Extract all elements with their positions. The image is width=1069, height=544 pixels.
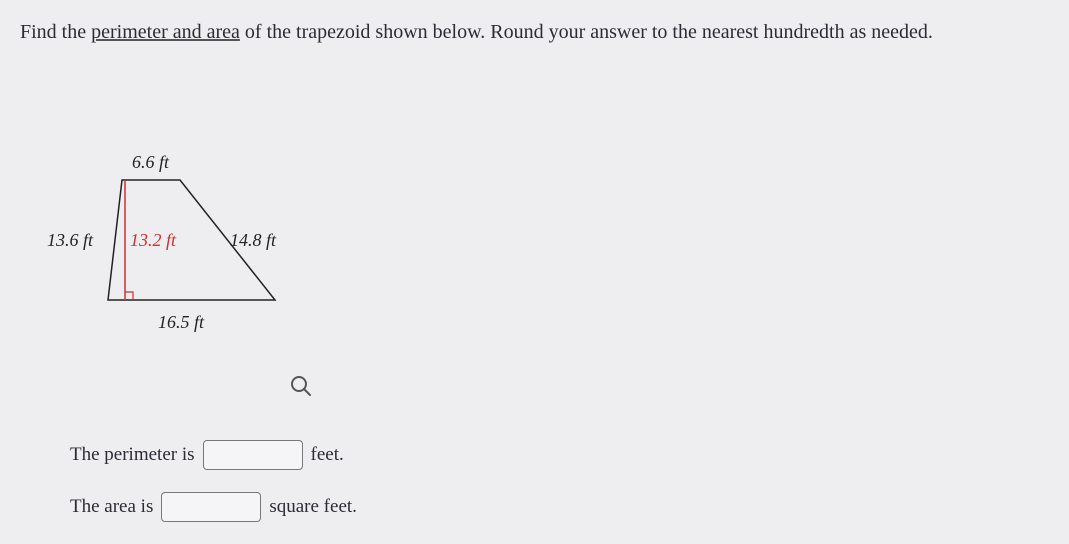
- question-text: Find the perimeter and area of the trape…: [20, 18, 1049, 46]
- answers-block: The perimeter is feet. The area is squar…: [70, 440, 357, 544]
- area-input[interactable]: [161, 492, 261, 522]
- question-after: of the trapezoid shown below. Round your…: [240, 21, 933, 43]
- magnify-icon: [290, 375, 312, 397]
- perimeter-prefix: The perimeter is: [70, 444, 195, 466]
- label-right: 14.8 ft: [230, 230, 276, 251]
- perimeter-row: The perimeter is feet.: [70, 440, 357, 470]
- perimeter-unit: feet.: [311, 444, 344, 466]
- area-unit: square feet.: [269, 496, 357, 518]
- trapezoid-figure: 6.6 ft 13.6 ft 13.2 ft 14.8 ft 16.5 ft: [50, 160, 350, 360]
- question-before: Find the: [20, 21, 91, 43]
- area-prefix: The area is: [70, 496, 153, 518]
- area-row: The area is square feet.: [70, 492, 357, 522]
- label-left: 13.6 ft: [47, 230, 93, 251]
- question-underlined: perimeter and area: [91, 21, 240, 43]
- label-bottom: 16.5 ft: [158, 312, 204, 333]
- label-top: 6.6 ft: [132, 152, 169, 173]
- right-angle-marker: [125, 292, 133, 300]
- label-height: 13.2 ft: [130, 230, 176, 251]
- zoom-button[interactable]: [290, 375, 312, 402]
- perimeter-input[interactable]: [203, 440, 303, 470]
